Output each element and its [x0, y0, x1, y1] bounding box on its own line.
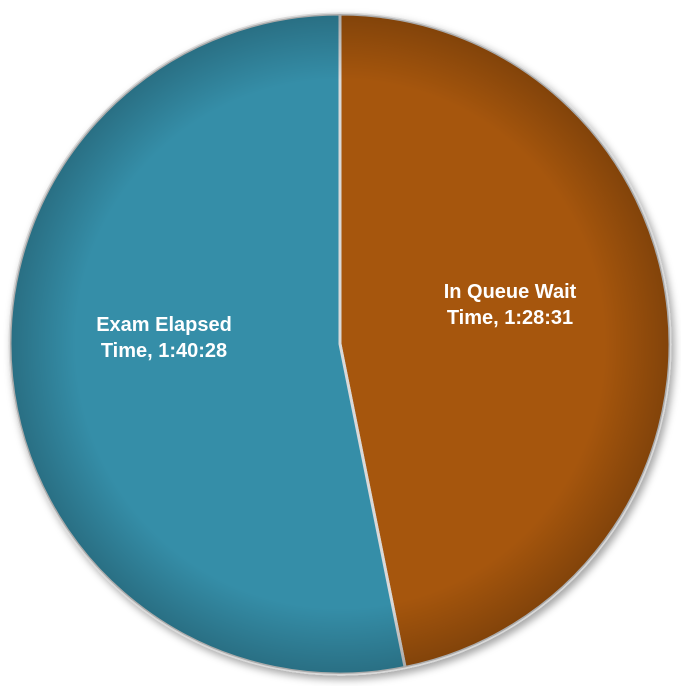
pie-labels: In Queue Wait Time, 1:28:31 Exam Elapsed Ti…	[96, 281, 576, 362]
pie-slice-1	[338, 12, 672, 670]
slice-label-line: Time, 1:40:28	[101, 340, 227, 362]
slice-label-line: In Queue Wait	[444, 281, 577, 303]
slice-label-line: Time, 1:28:31	[447, 307, 573, 329]
slice-label-2: Exam Elapsed Time, 1:40:28	[96, 314, 232, 362]
slice-label-1: In Queue Wait Time, 1:28:31	[444, 281, 577, 329]
slice-label-line: Exam Elapsed	[96, 314, 232, 336]
